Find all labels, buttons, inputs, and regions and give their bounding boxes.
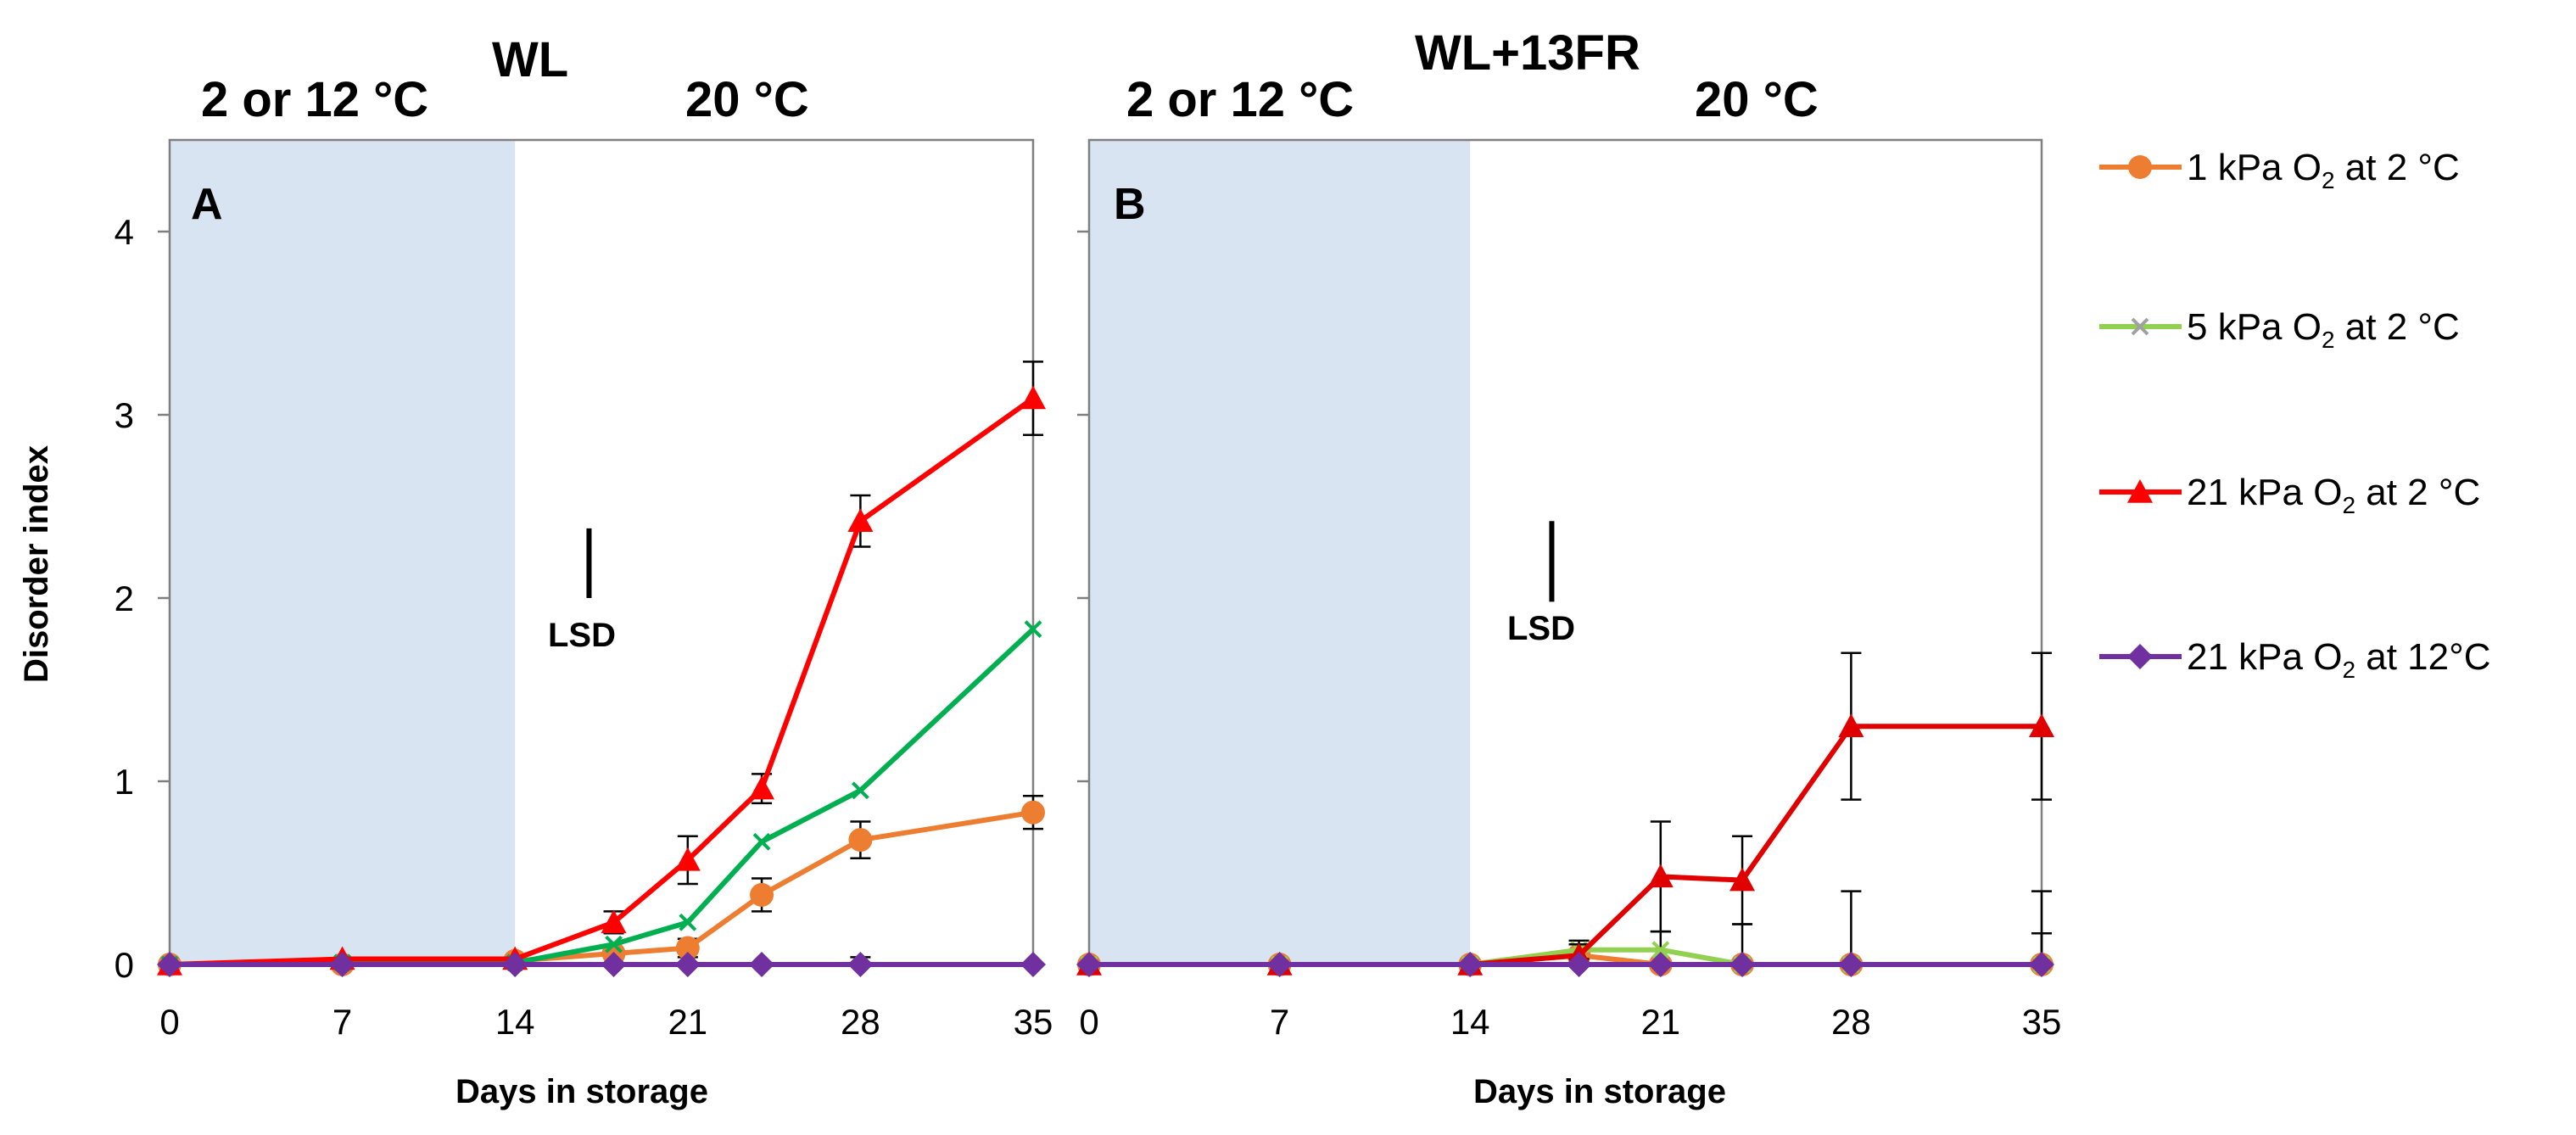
legend-label: 21 kPa O2 at 2 °C — [2187, 472, 2480, 518]
panel-a-xtick-label: 28 — [841, 1002, 880, 1042]
panel-b-xtick-label: 21 — [1640, 1002, 1680, 1042]
panel-b-title: WL+13FR — [1415, 25, 1640, 81]
panel-b-series-4-point — [1566, 952, 1592, 977]
panel-a-series-4 — [157, 952, 1046, 977]
panel-a-ylabel: Disorder index — [18, 445, 55, 683]
panel-a-series-3-point — [601, 909, 627, 934]
panel-a-xtick-label: 7 — [332, 1002, 352, 1042]
legend-item-3: 21 kPa O2 at 2 °C — [2099, 472, 2480, 518]
panel-a-series-1-point — [675, 936, 700, 960]
panel-b-xlabel: Days in storage — [1473, 1073, 1726, 1110]
panel-a-series-3-point — [1020, 385, 1046, 410]
legend-item-4: 21 kPa O2 at 12°C — [2099, 636, 2490, 683]
panel-b-xtick-label: 14 — [1450, 1002, 1490, 1042]
panel-b: 2 or 12 °C WL+13FR 20 °C B Days in stora… — [1076, 25, 2061, 1110]
panel-a-phase-label-warm: 20 °C — [685, 72, 809, 127]
panel-a-series-2-point — [1024, 620, 1042, 639]
panel-a-ytick-label: 3 — [115, 395, 134, 435]
panel-b-series-4-point — [1266, 952, 1293, 977]
panel-b-series-2-point — [1651, 941, 1670, 959]
panel-b-phase-label-warm: 20 °C — [1695, 72, 1819, 127]
panel-a-letter: A — [191, 180, 223, 229]
panel-b-shaded-period — [1089, 140, 1471, 964]
panel-a-series-1-point — [1021, 800, 1045, 825]
legend-label: 1 kPa O2 at 2 °C — [2187, 147, 2460, 193]
panel-b-series-3-point — [1838, 713, 1864, 737]
panel-b-series-4-point — [1729, 952, 1756, 977]
panel-a-ytick-label: 0 — [115, 945, 134, 985]
panel-b-letter: B — [1114, 180, 1146, 229]
panel-a-series-2-point — [851, 781, 869, 800]
panel-a-series-2-point — [679, 913, 697, 931]
legend-swatch-marker — [2127, 479, 2153, 503]
panel-a-xtick-label: 21 — [668, 1002, 707, 1042]
legend-swatch-marker — [2128, 155, 2152, 179]
panel-a-ytick-label: 2 — [115, 579, 134, 618]
panel-b-series-4-point — [1647, 952, 1674, 977]
legend-label: 5 kPa O2 at 2 °C — [2187, 306, 2460, 353]
panel-b-series-4 — [1076, 890, 2054, 977]
panel-a-series-2-point — [752, 832, 771, 851]
panel-a-xtick-label: 0 — [159, 1002, 179, 1042]
panel-a-series-4-point — [329, 952, 355, 977]
panel-a-ytick-label: 4 — [115, 212, 134, 252]
panel-b-series-4-point — [1838, 952, 1864, 977]
panel-a-series-3-point — [749, 775, 775, 800]
panel-a-series-4-point — [674, 952, 701, 977]
panel-a-phase-label-cold: 2 or 12 °C — [201, 72, 428, 127]
panel-a-series-1-point — [848, 828, 873, 853]
panel-a-series-4-point — [601, 952, 627, 977]
legend-swatch-marker — [2127, 644, 2153, 669]
panel-b-xtick-label: 0 — [1079, 1002, 1098, 1042]
panel-a-series-4-point — [502, 952, 528, 977]
panel-a-xtick-label: 35 — [1014, 1002, 1053, 1042]
panel-b-series-3-point — [1647, 864, 1674, 888]
panel-a-xlabel: Days in storage — [455, 1073, 708, 1110]
panel-a-series-4-point — [749, 952, 775, 977]
panel-a-series-2-point — [605, 935, 623, 953]
panel-a-series-4-point — [1020, 952, 1046, 977]
legend-swatch-marker — [2131, 317, 2149, 336]
panel-a-series-4-point — [157, 952, 182, 977]
legend-label: 21 kPa O2 at 12°C — [2187, 636, 2490, 683]
panel-a: 2 or 12 °C WL 20 °C A Days in storage Di… — [18, 32, 1053, 1110]
panel-a-series-3-line — [169, 396, 1035, 967]
panel-b-series-4-point — [2029, 952, 2054, 977]
panel-b-series-4-point — [1457, 952, 1484, 977]
panel-a-xtick-label: 14 — [495, 1002, 535, 1042]
panel-b-phase-label-cold: 2 or 12 °C — [1126, 72, 1354, 127]
panel-a-lsd-label: LSD — [548, 617, 616, 654]
panel-b-xtick-label: 35 — [2022, 1002, 2062, 1042]
panel-b-series-3-point — [1729, 867, 1756, 892]
panel-b-series-3-point — [2029, 713, 2054, 737]
panel-a-ytick-label: 1 — [115, 762, 134, 802]
panel-a-series-3-point — [674, 847, 701, 871]
panel-a-series-4-point — [847, 952, 874, 977]
panel-a-title: WL — [492, 32, 568, 87]
legend-item-1: 1 kPa O2 at 2 °C — [2099, 147, 2460, 193]
panel-b-lsd-label: LSD — [1507, 610, 1575, 647]
panel-a-series-1-point — [750, 882, 774, 907]
panel-b-xtick-label: 7 — [1270, 1002, 1289, 1042]
panel-a-series-3-point — [847, 508, 874, 533]
legend-item-2: 5 kPa O2 at 2 °C — [2099, 306, 2460, 353]
panel-a-shaded-period — [170, 140, 516, 964]
panel-b-series-4-point — [1076, 952, 1102, 977]
legend: 1 kPa O2 at 2 °C 5 kPa O2 at 2 °C 21 kPa O… — [2099, 147, 2490, 683]
panel-b-xtick-label: 28 — [1831, 1002, 1871, 1042]
